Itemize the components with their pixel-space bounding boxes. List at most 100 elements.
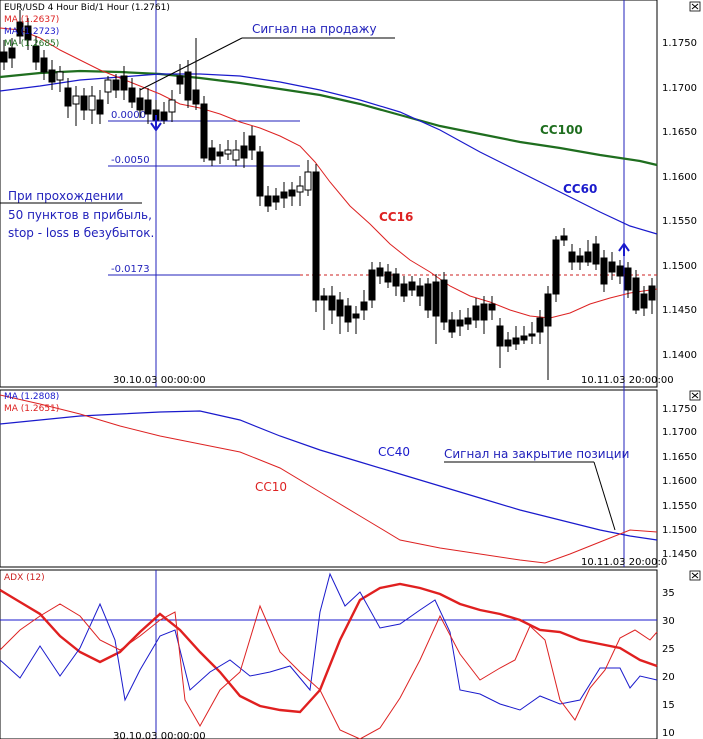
candle-body xyxy=(616,265,624,277)
cc10-line xyxy=(0,394,658,564)
candle-body xyxy=(32,45,40,63)
candle-body xyxy=(248,135,256,151)
candle-body xyxy=(136,97,144,111)
price-y-axis: 1.1750 1.1700 1.1650 1.1600 1.1550 1.150… xyxy=(662,38,697,361)
ma-panel-label-2: MA (1.2651) xyxy=(4,404,59,414)
adx-ytick: 15 xyxy=(662,700,675,711)
close-icon[interactable] xyxy=(689,570,701,581)
candle-body xyxy=(96,99,104,115)
profit-note-line-1: При прохождении xyxy=(8,189,123,203)
candle-body xyxy=(280,191,288,199)
ma-date-label: 10.11.03 20:00:0 xyxy=(581,557,667,568)
candle-body xyxy=(456,319,464,327)
candle-body xyxy=(416,285,424,297)
profit-note-line-3: stop - loss в безубыток. xyxy=(8,226,154,240)
candle-body xyxy=(608,261,616,273)
candle-body xyxy=(472,305,480,321)
adx-label: ADX (12) xyxy=(4,573,45,583)
price-ma-label-1: MA (1.2637) xyxy=(4,15,59,25)
candle-body xyxy=(640,293,648,309)
adx-ytick: 25 xyxy=(662,644,675,655)
cc10-label: CC10 xyxy=(255,480,287,494)
candle-body xyxy=(296,185,304,193)
candle-body xyxy=(112,79,120,91)
candle-body xyxy=(496,325,504,347)
candle-body xyxy=(8,47,16,59)
close-icon[interactable] xyxy=(689,390,701,401)
adx-ytick: 10 xyxy=(662,728,675,739)
candle-body xyxy=(128,87,136,103)
profit-note: При прохождении 50 пунктов в прибыль, st… xyxy=(0,189,154,240)
candle-body xyxy=(64,87,72,107)
candle-body xyxy=(344,305,352,323)
price-ma-label-2: MA (1.2723) xyxy=(4,27,59,37)
candle-body xyxy=(176,75,184,85)
candle-body xyxy=(120,75,128,91)
candle-body xyxy=(104,79,112,93)
price-ytick: 1.1400 xyxy=(662,350,697,361)
candle-body xyxy=(352,313,360,319)
candle-body xyxy=(576,255,584,263)
candle-body xyxy=(624,267,632,291)
candle-body xyxy=(568,251,576,263)
candle-body xyxy=(488,303,496,311)
sell-arrow-icon xyxy=(150,115,162,132)
candle-body xyxy=(400,283,408,297)
candle-body xyxy=(168,99,176,113)
ma-ytick: 1.1450 xyxy=(662,549,697,560)
candle-body xyxy=(224,149,232,155)
candle-body xyxy=(288,189,296,197)
ma-panel xyxy=(0,389,658,568)
candle-body xyxy=(464,317,472,325)
price-date-label-2: 10.11.03 20:00:00 xyxy=(581,375,674,386)
candle-body xyxy=(160,111,168,121)
cc60-label: CC60 xyxy=(563,182,597,196)
ma-ytick: 1.1650 xyxy=(662,452,697,463)
sell-signal-pointer xyxy=(139,37,243,91)
candle-body xyxy=(408,281,416,291)
close-signal-pointer xyxy=(593,461,616,531)
candle-body xyxy=(184,71,192,101)
candle-body xyxy=(336,299,344,317)
adx-y-axis: 35 30 25 20 15 10 xyxy=(662,588,675,739)
level-label-1: -0.0050 xyxy=(111,155,150,166)
candle-body xyxy=(560,235,568,241)
candles xyxy=(0,10,656,380)
candle-body xyxy=(600,257,608,285)
cc60-line xyxy=(0,73,658,235)
minus-di-line xyxy=(0,603,658,739)
candle-body xyxy=(256,151,264,197)
buy-arrow-icon xyxy=(618,242,630,256)
candle-body xyxy=(632,277,640,311)
cc16-label: CC16 xyxy=(379,210,413,224)
candle-body xyxy=(48,69,56,83)
candle-body xyxy=(368,269,376,301)
cc40-label: CC40 xyxy=(378,445,410,459)
candle-body xyxy=(520,335,528,341)
ma-ytick: 1.1500 xyxy=(662,525,697,536)
candle-body xyxy=(144,99,152,115)
cc40-line xyxy=(0,410,658,541)
adx-panel xyxy=(0,569,658,739)
candle-body xyxy=(528,333,536,337)
candle-body xyxy=(424,283,432,311)
candle-body xyxy=(512,337,520,345)
candle-body xyxy=(312,171,320,301)
candle-body xyxy=(0,51,8,63)
ma-ytick: 1.1750 xyxy=(662,404,697,415)
candle-body xyxy=(504,339,512,347)
candle-body xyxy=(392,273,400,287)
adx-line xyxy=(0,582,658,714)
close-icon[interactable] xyxy=(689,1,701,12)
candle-body xyxy=(40,57,48,73)
price-title: EUR/USD 4 Hour Bid/1 Hour (1.2761) xyxy=(4,3,170,13)
candle-body xyxy=(24,25,32,41)
candle-body xyxy=(592,243,600,265)
candle-body xyxy=(192,89,200,105)
price-ytick: 1.1650 xyxy=(662,127,697,138)
close-signal-label: Сигнал на закрытие позиции xyxy=(444,447,629,461)
candle-body xyxy=(304,171,312,191)
candle-body xyxy=(264,195,272,207)
candle-body xyxy=(536,317,544,333)
